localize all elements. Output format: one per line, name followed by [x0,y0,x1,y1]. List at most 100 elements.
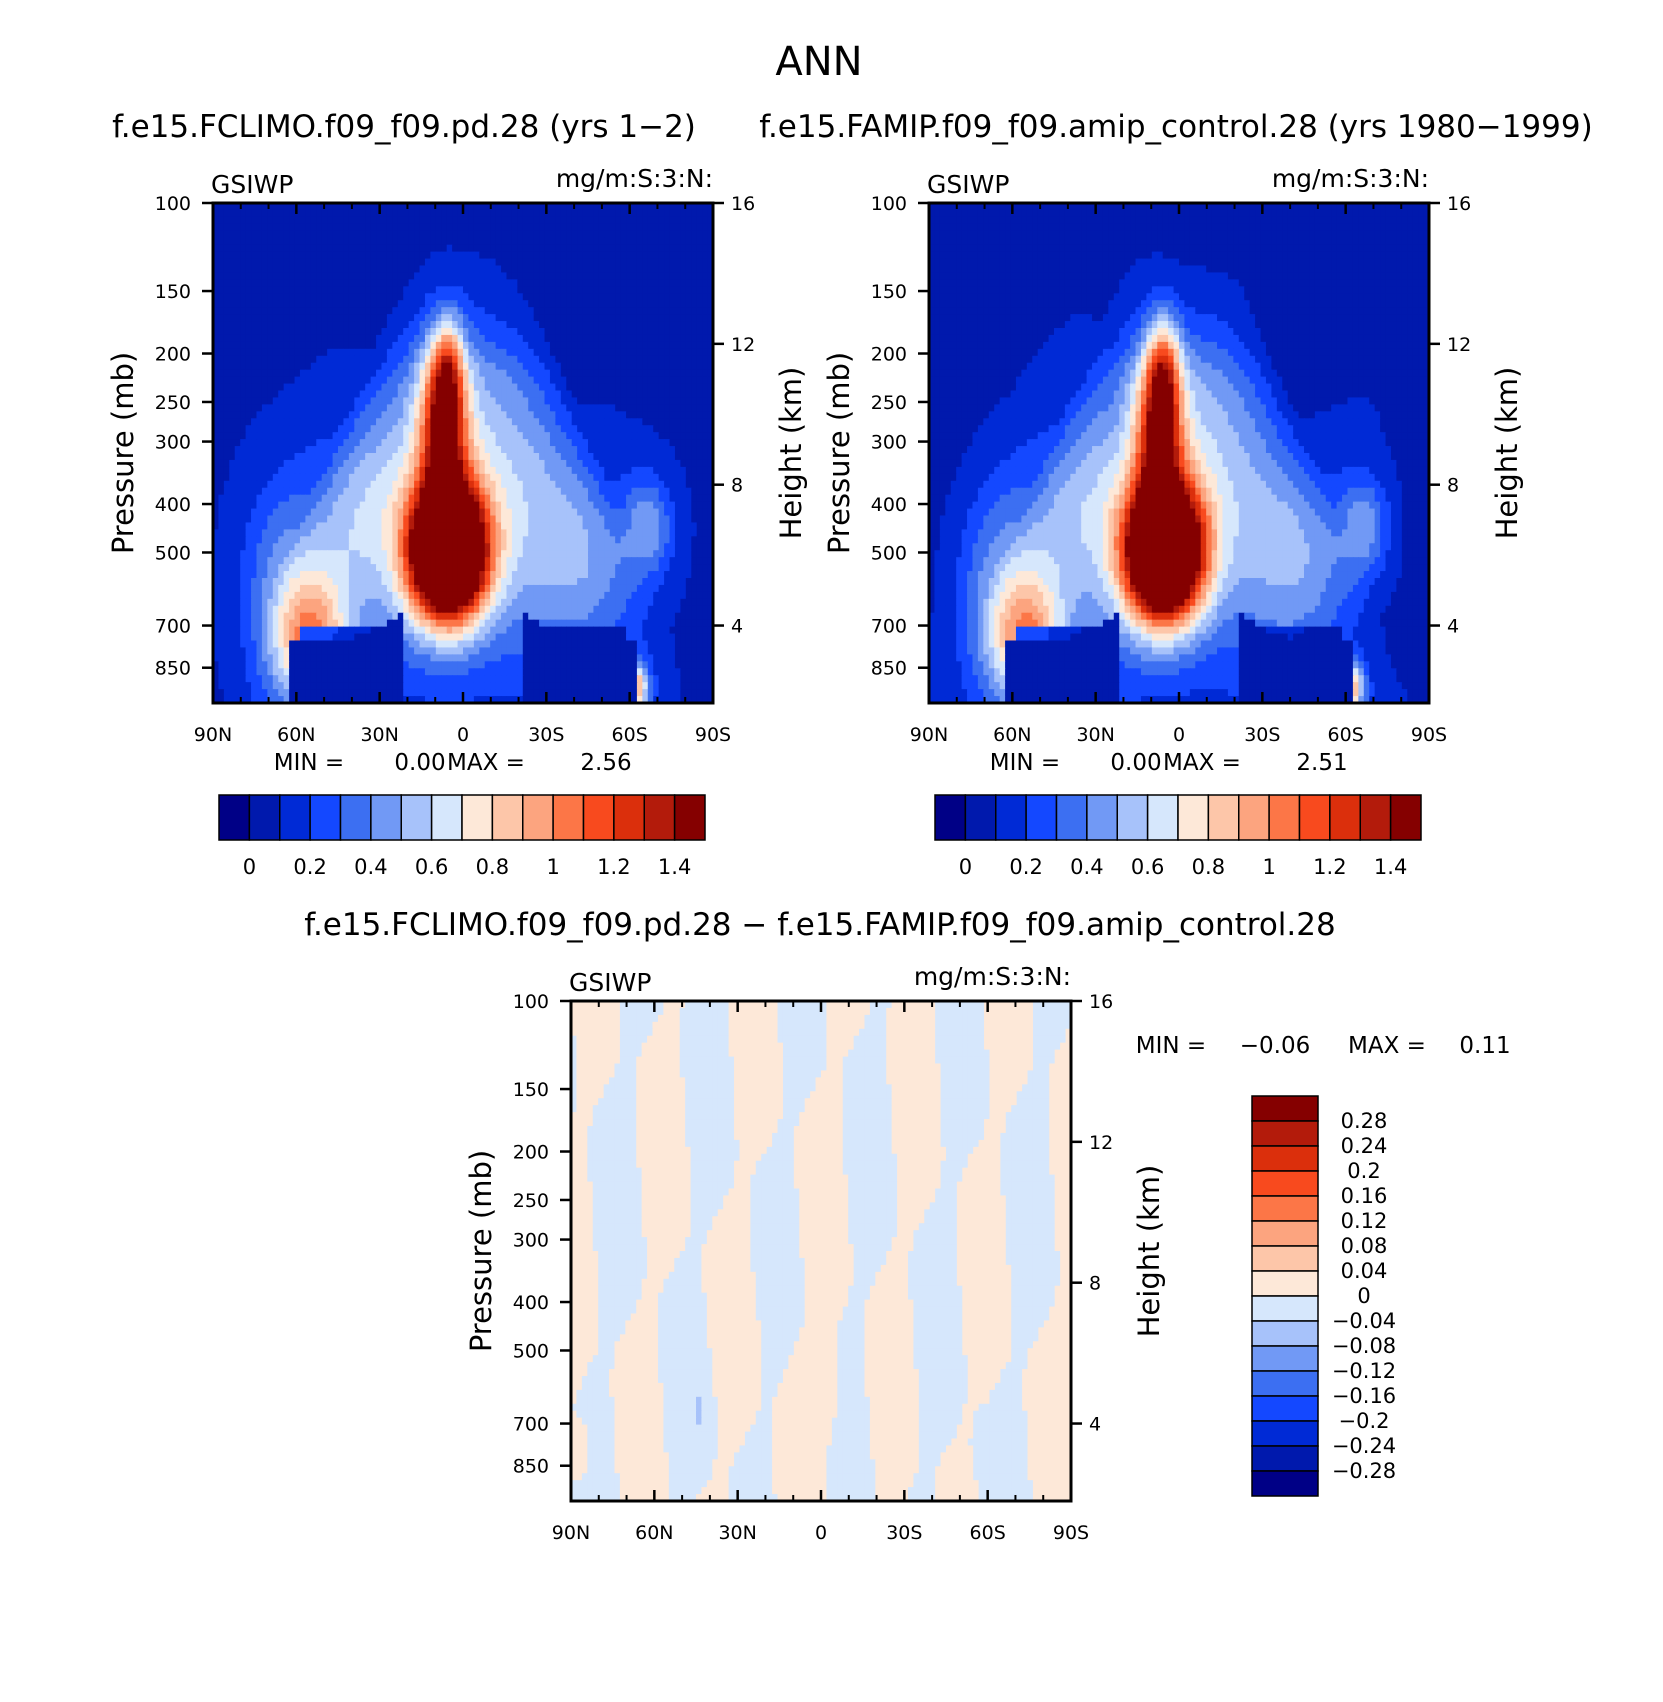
field-cell [419,522,426,530]
field-cell [566,543,573,551]
field-cell [528,432,535,440]
field-cell [484,279,491,287]
field-cell [321,355,328,364]
field-cell [419,418,426,426]
field-cell [256,571,263,579]
field-cell [240,459,247,468]
field-cell [321,446,328,454]
field-cell [408,237,415,246]
field-cell [261,522,268,530]
field-cell [620,293,627,301]
field-cell [463,341,470,350]
field-cell [528,244,535,253]
field-cell [218,390,225,399]
field-cell [261,279,268,287]
field-cell [664,501,671,510]
field-cell [522,459,529,468]
field-cell [370,564,377,572]
field-cell [604,286,611,294]
field-cell [256,473,263,482]
field-cell [365,251,372,260]
field-cell [653,279,660,287]
field-cell [658,272,665,280]
field-cell [457,258,464,267]
field-cell [278,543,285,551]
field-cell [615,418,622,426]
field-cell [310,286,317,294]
field-cell [647,529,654,537]
field-cell [691,348,698,357]
field-cell [240,279,247,287]
field-cell [593,439,600,447]
field-cell [549,209,556,218]
field-cell [615,348,622,357]
field-cell [332,244,339,253]
field-cell [653,397,660,405]
field-cell [332,453,339,461]
field-cell [620,300,627,308]
field-cell [370,307,377,315]
field-cell [544,557,551,565]
field-cell [251,397,258,405]
field-cell [533,272,540,280]
field-cell [669,251,676,260]
field-cell [441,459,448,468]
field-cell [316,557,323,565]
field-cell [365,418,372,426]
field-cell [685,355,692,364]
field-cell [501,473,508,482]
field-cell [555,529,562,537]
field-cell [430,244,437,253]
field-cell [267,564,274,572]
field-cell [424,251,431,260]
field-cell [229,564,236,572]
field-cell [495,348,502,357]
field-cell [245,487,252,496]
field-cell [446,307,453,315]
field-cell [620,230,627,239]
field-cell [321,480,328,489]
field-cell [571,501,578,510]
field-cell [680,230,687,239]
field-cell [653,216,660,225]
field-cell [419,557,426,565]
field-cell [517,203,524,211]
field-cell [501,480,508,489]
field-cell [636,362,643,371]
field-cell [452,418,459,426]
field-cell [446,383,453,392]
field-cell [441,286,448,294]
field-cell [664,286,671,294]
field-cell [473,473,480,482]
field-cell [289,383,296,392]
field-cell [653,223,660,232]
field-cell [566,265,573,274]
field-cell [294,390,301,399]
field-cell [430,501,437,510]
field-cell [435,439,442,447]
field-cell [343,466,350,475]
field-cell [501,369,508,378]
field-cell [647,314,654,322]
field-cell [272,480,279,489]
field-cell [598,265,605,274]
field-cell [549,453,556,461]
field-cell [560,265,567,274]
field-cell [685,515,692,524]
field-cell [348,543,355,551]
field-cell [435,543,442,551]
field-cell [696,466,703,475]
field-cell [555,397,562,405]
field-cell [517,557,524,565]
field-cell [310,237,317,246]
field-cell [696,334,703,343]
field-cell [419,439,426,447]
field-cell [473,300,480,308]
field-cell [283,508,290,517]
field-cell [316,321,323,329]
field-cell [593,321,600,329]
field-cell [261,355,268,364]
field-cell [234,348,241,357]
field-cell [424,529,431,537]
field-cell [506,293,513,301]
